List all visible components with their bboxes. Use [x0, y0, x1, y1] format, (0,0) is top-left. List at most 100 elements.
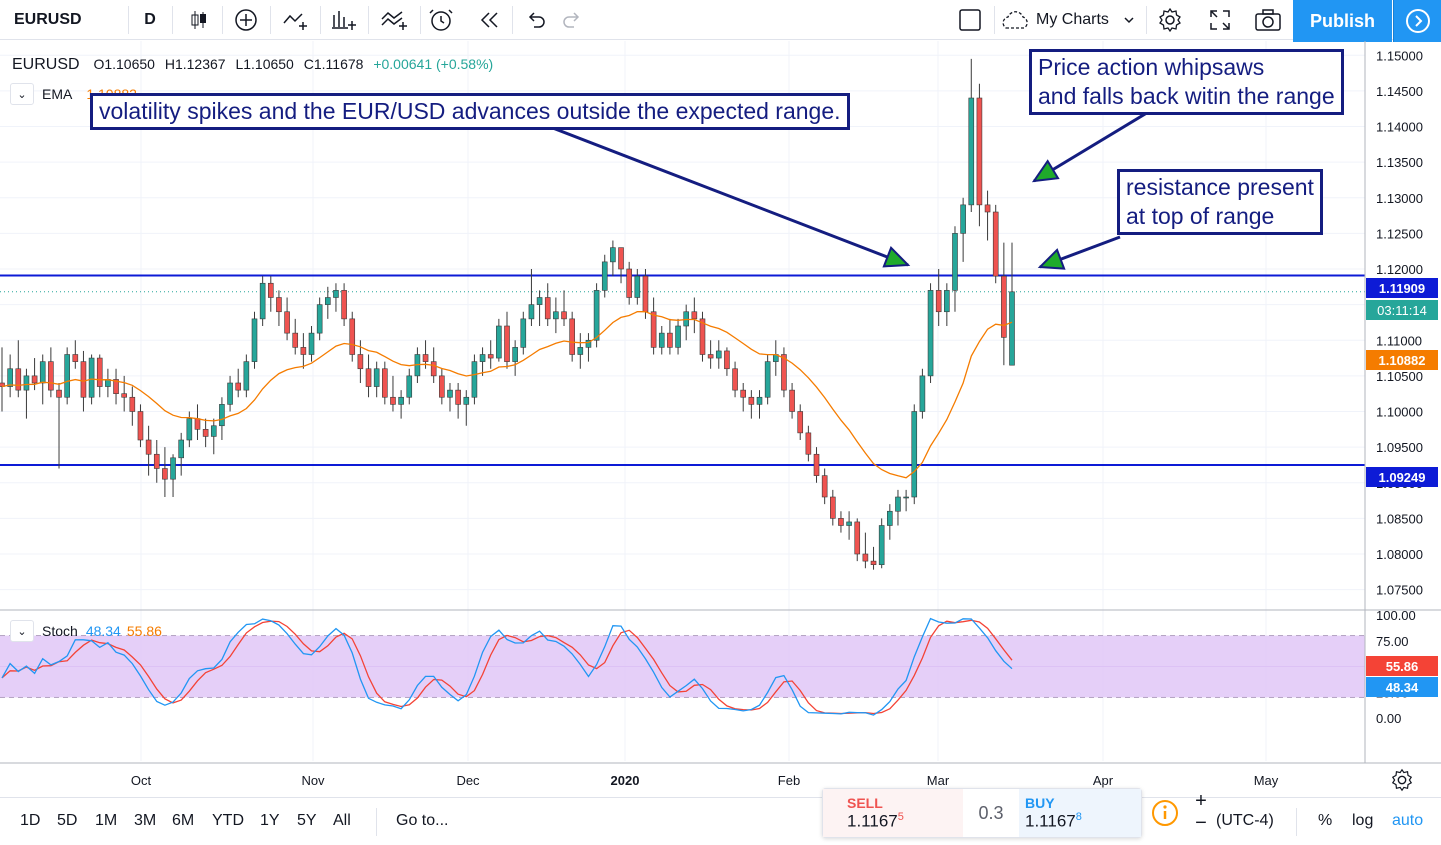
legend-open: O1.10650 — [93, 56, 155, 72]
candle-body — [895, 496, 901, 512]
auto-toggle[interactable]: auto — [1392, 812, 1424, 829]
candle-body — [267, 282, 274, 298]
candle-body — [129, 396, 136, 412]
collapse-chevron-icon[interactable]: ⌄ — [10, 83, 34, 105]
timezone-button[interactable]: (UTC-4) — [1216, 812, 1274, 829]
chart-canvas[interactable]: Oct Nov Dec 2020 Feb Mar Apr May 1.15000 1.14500 1… — [0, 41, 1441, 797]
candle-body — [968, 97, 975, 206]
time-axis-label: 2020 — [611, 773, 640, 788]
range-3m-button[interactable]: 3M — [134, 812, 157, 829]
toolbar-divider — [320, 6, 321, 34]
play-circle-icon[interactable] — [1393, 0, 1441, 42]
info-icon[interactable] — [1148, 796, 1182, 830]
stoch-axis-label: 100.00 — [1376, 608, 1416, 623]
annotation-whipsaw[interactable]: Price action whipsaws and falls back wit… — [1029, 49, 1344, 115]
top-toolbar: EURUSD D — [0, 0, 1441, 40]
buy-button[interactable]: BUY 1.11678 — [1019, 789, 1141, 837]
settings-gear-icon[interactable] — [1150, 0, 1190, 40]
candle-body — [153, 453, 160, 469]
toolbar-divider — [420, 6, 421, 34]
price-axis-label: 1.12500 — [1376, 226, 1423, 241]
financials-icon[interactable] — [372, 0, 416, 40]
candle-body — [341, 290, 347, 320]
publish-button[interactable]: Publish — [1293, 0, 1392, 42]
goto-button[interactable]: Go to... — [396, 812, 449, 829]
annotation-resistance[interactable]: resistance present at top of range — [1117, 169, 1323, 235]
range-5y-button[interactable]: 5Y — [297, 812, 317, 829]
log-toggle[interactable]: log — [1352, 812, 1374, 829]
candle-body — [789, 389, 795, 412]
buy-price: 1.11678 — [1025, 811, 1082, 831]
candle-body — [797, 411, 804, 434]
camera-snapshot-icon[interactable] — [1246, 0, 1290, 40]
zoom-out-minus-icon[interactable]: − — [1195, 811, 1207, 834]
layout-square-icon[interactable] — [948, 0, 992, 40]
candle-body — [520, 318, 527, 348]
candle-body — [170, 457, 176, 480]
candle-body — [512, 347, 518, 362]
alert-clock-icon[interactable] — [422, 0, 462, 40]
candle-body — [276, 297, 282, 313]
bottom-toolbar: 1D 5D 1M 3M 6M YTD 1Y 5Y All Go to... (U… — [0, 797, 1441, 845]
candle-body — [496, 325, 502, 359]
legend-high: H1.12367 — [164, 56, 226, 72]
annotation-volatility[interactable]: volatility spikes and the EUR/USD advanc… — [90, 93, 850, 130]
undo-icon[interactable] — [518, 0, 554, 40]
annotation-text: at top of range — [1126, 203, 1275, 229]
range-5d-button[interactable]: 5D — [57, 812, 78, 829]
candle-body — [650, 311, 657, 348]
price-label-upper-line: 1.11909 — [1366, 278, 1438, 298]
stoch-k-line — [1, 617, 1013, 716]
stoch-legend: ⌄ Stoch 48.34 55.86 — [10, 620, 162, 642]
range-1d-button[interactable]: 1D — [20, 812, 41, 829]
candle-body — [846, 521, 852, 526]
candle-body — [325, 297, 331, 305]
time-axis-label: Dec — [456, 773, 480, 788]
indicators-icon[interactable] — [324, 0, 364, 40]
range-6m-button[interactable]: 6M — [172, 812, 195, 829]
candle-body — [715, 350, 722, 359]
range-all-button[interactable]: All — [333, 812, 351, 829]
candle-body — [707, 354, 714, 359]
price-axis-label: 1.15000 — [1376, 48, 1423, 63]
candle-body — [365, 368, 372, 387]
candle-body — [569, 318, 575, 355]
price-label-lower-line: 1.09249 — [1366, 467, 1438, 487]
range-1y-button[interactable]: 1Y — [260, 812, 280, 829]
candle-body — [88, 357, 95, 398]
range-ytd-button[interactable]: YTD — [212, 812, 244, 829]
candle-body — [447, 389, 453, 398]
my-charts-button[interactable]: My Charts — [998, 0, 1143, 40]
sell-button[interactable]: SELL 1.11675 — [823, 789, 963, 837]
candle-body — [634, 275, 641, 298]
collapse-chevron-icon[interactable]: ⌄ — [10, 620, 34, 642]
candle-body — [854, 521, 861, 555]
candle-body — [536, 297, 543, 305]
replay-icon[interactable] — [470, 0, 510, 40]
candle-body — [219, 404, 225, 427]
time-axis-label: May — [1254, 773, 1279, 788]
zoom-in-plus-icon[interactable]: + — [1195, 789, 1207, 812]
candle-body — [699, 318, 706, 355]
annotation-arrow-line — [544, 123, 909, 267]
compare-icon[interactable] — [276, 0, 316, 40]
fullscreen-icon[interactable] — [1198, 0, 1242, 40]
axis-settings-gear-icon[interactable] — [1390, 768, 1414, 797]
candle-body — [976, 97, 983, 206]
candle-body — [390, 396, 396, 405]
candle-body — [585, 339, 592, 348]
percent-toggle[interactable]: % — [1318, 812, 1333, 829]
candles-icon[interactable] — [180, 0, 218, 40]
time-axis-label: Nov — [301, 773, 325, 788]
interval-button[interactable]: D — [144, 11, 156, 28]
price-axis-label: 1.10500 — [1376, 369, 1423, 384]
redo-icon[interactable] — [554, 0, 590, 40]
price-axis-label: 1.13000 — [1376, 191, 1423, 206]
symbol-search-button[interactable]: EURUSD — [14, 11, 82, 28]
candle-body — [691, 311, 698, 320]
range-1m-button[interactable]: 1M — [95, 812, 118, 829]
price-label-stoch-k: 48.34 — [1366, 677, 1438, 697]
candle-body — [781, 354, 787, 391]
indicators-plus-icon[interactable] — [226, 0, 266, 40]
toolbar-divider — [172, 6, 173, 34]
